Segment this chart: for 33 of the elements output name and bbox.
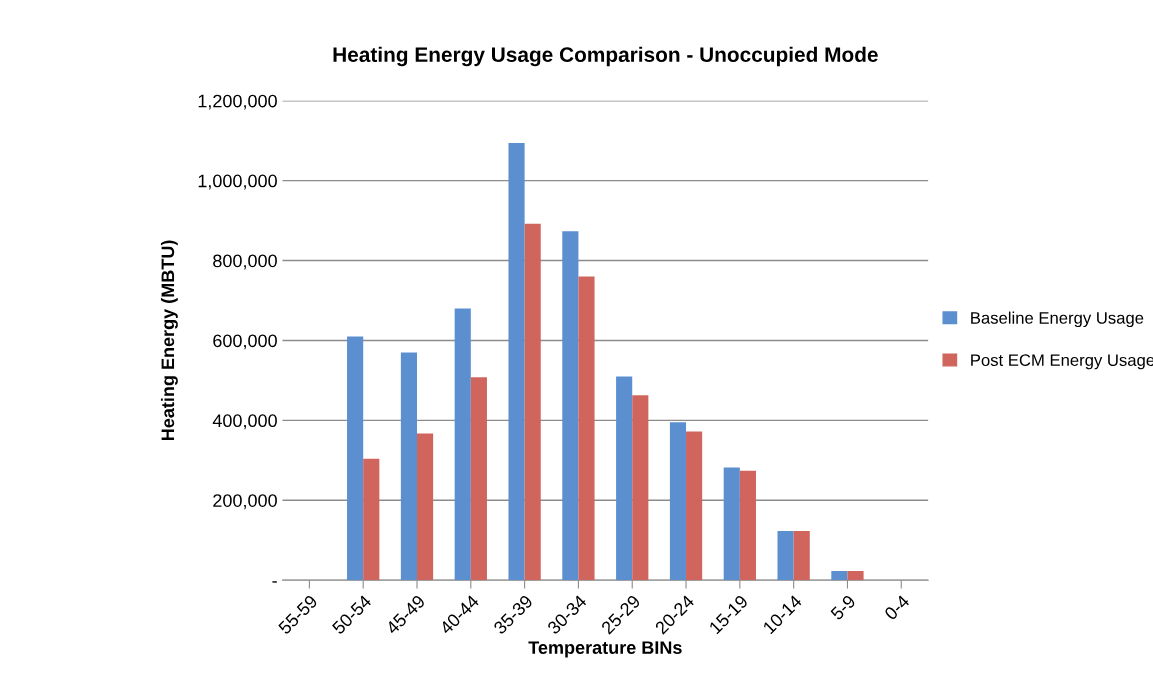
y-axis-title: Heating Energy (MBTU) [160, 240, 178, 441]
bar [847, 571, 864, 581]
y-tick-label: 1,000,000 [198, 174, 277, 190]
bar [524, 223, 541, 581]
bar [562, 231, 579, 581]
y-tick-label: 1,200,000 [198, 94, 277, 110]
bar [686, 431, 703, 581]
bar [400, 352, 417, 581]
bar [454, 308, 471, 581]
bar [831, 571, 848, 581]
bar [777, 531, 794, 581]
y-tick-label: 600,000 [213, 334, 277, 350]
bar [347, 336, 364, 581]
bar [508, 143, 525, 581]
bar [669, 422, 687, 581]
y-tick-label: 400,000 [212, 414, 277, 430]
bar [723, 467, 740, 581]
y-tick-label: 800,000 [213, 254, 277, 270]
bar [739, 470, 756, 581]
bar [363, 458, 380, 581]
bar [470, 377, 487, 581]
bar [578, 276, 595, 581]
x-tick-label: 5-9 [829, 594, 857, 621]
chart-title: Heating Energy Usage Comparison - Unoccupied Mode [333, 46, 878, 67]
bar [793, 531, 810, 581]
x-axis-title: Temperature BINs [528, 641, 682, 658]
bar [417, 433, 434, 581]
bar [616, 376, 633, 581]
bar [632, 395, 649, 581]
x-tick-label: 0-4 [883, 594, 911, 621]
y-tick-label: - [272, 581, 277, 583]
y-tick-label: 200,000 [213, 494, 277, 510]
legend-label: Baseline Energy Usage [971, 311, 1144, 328]
